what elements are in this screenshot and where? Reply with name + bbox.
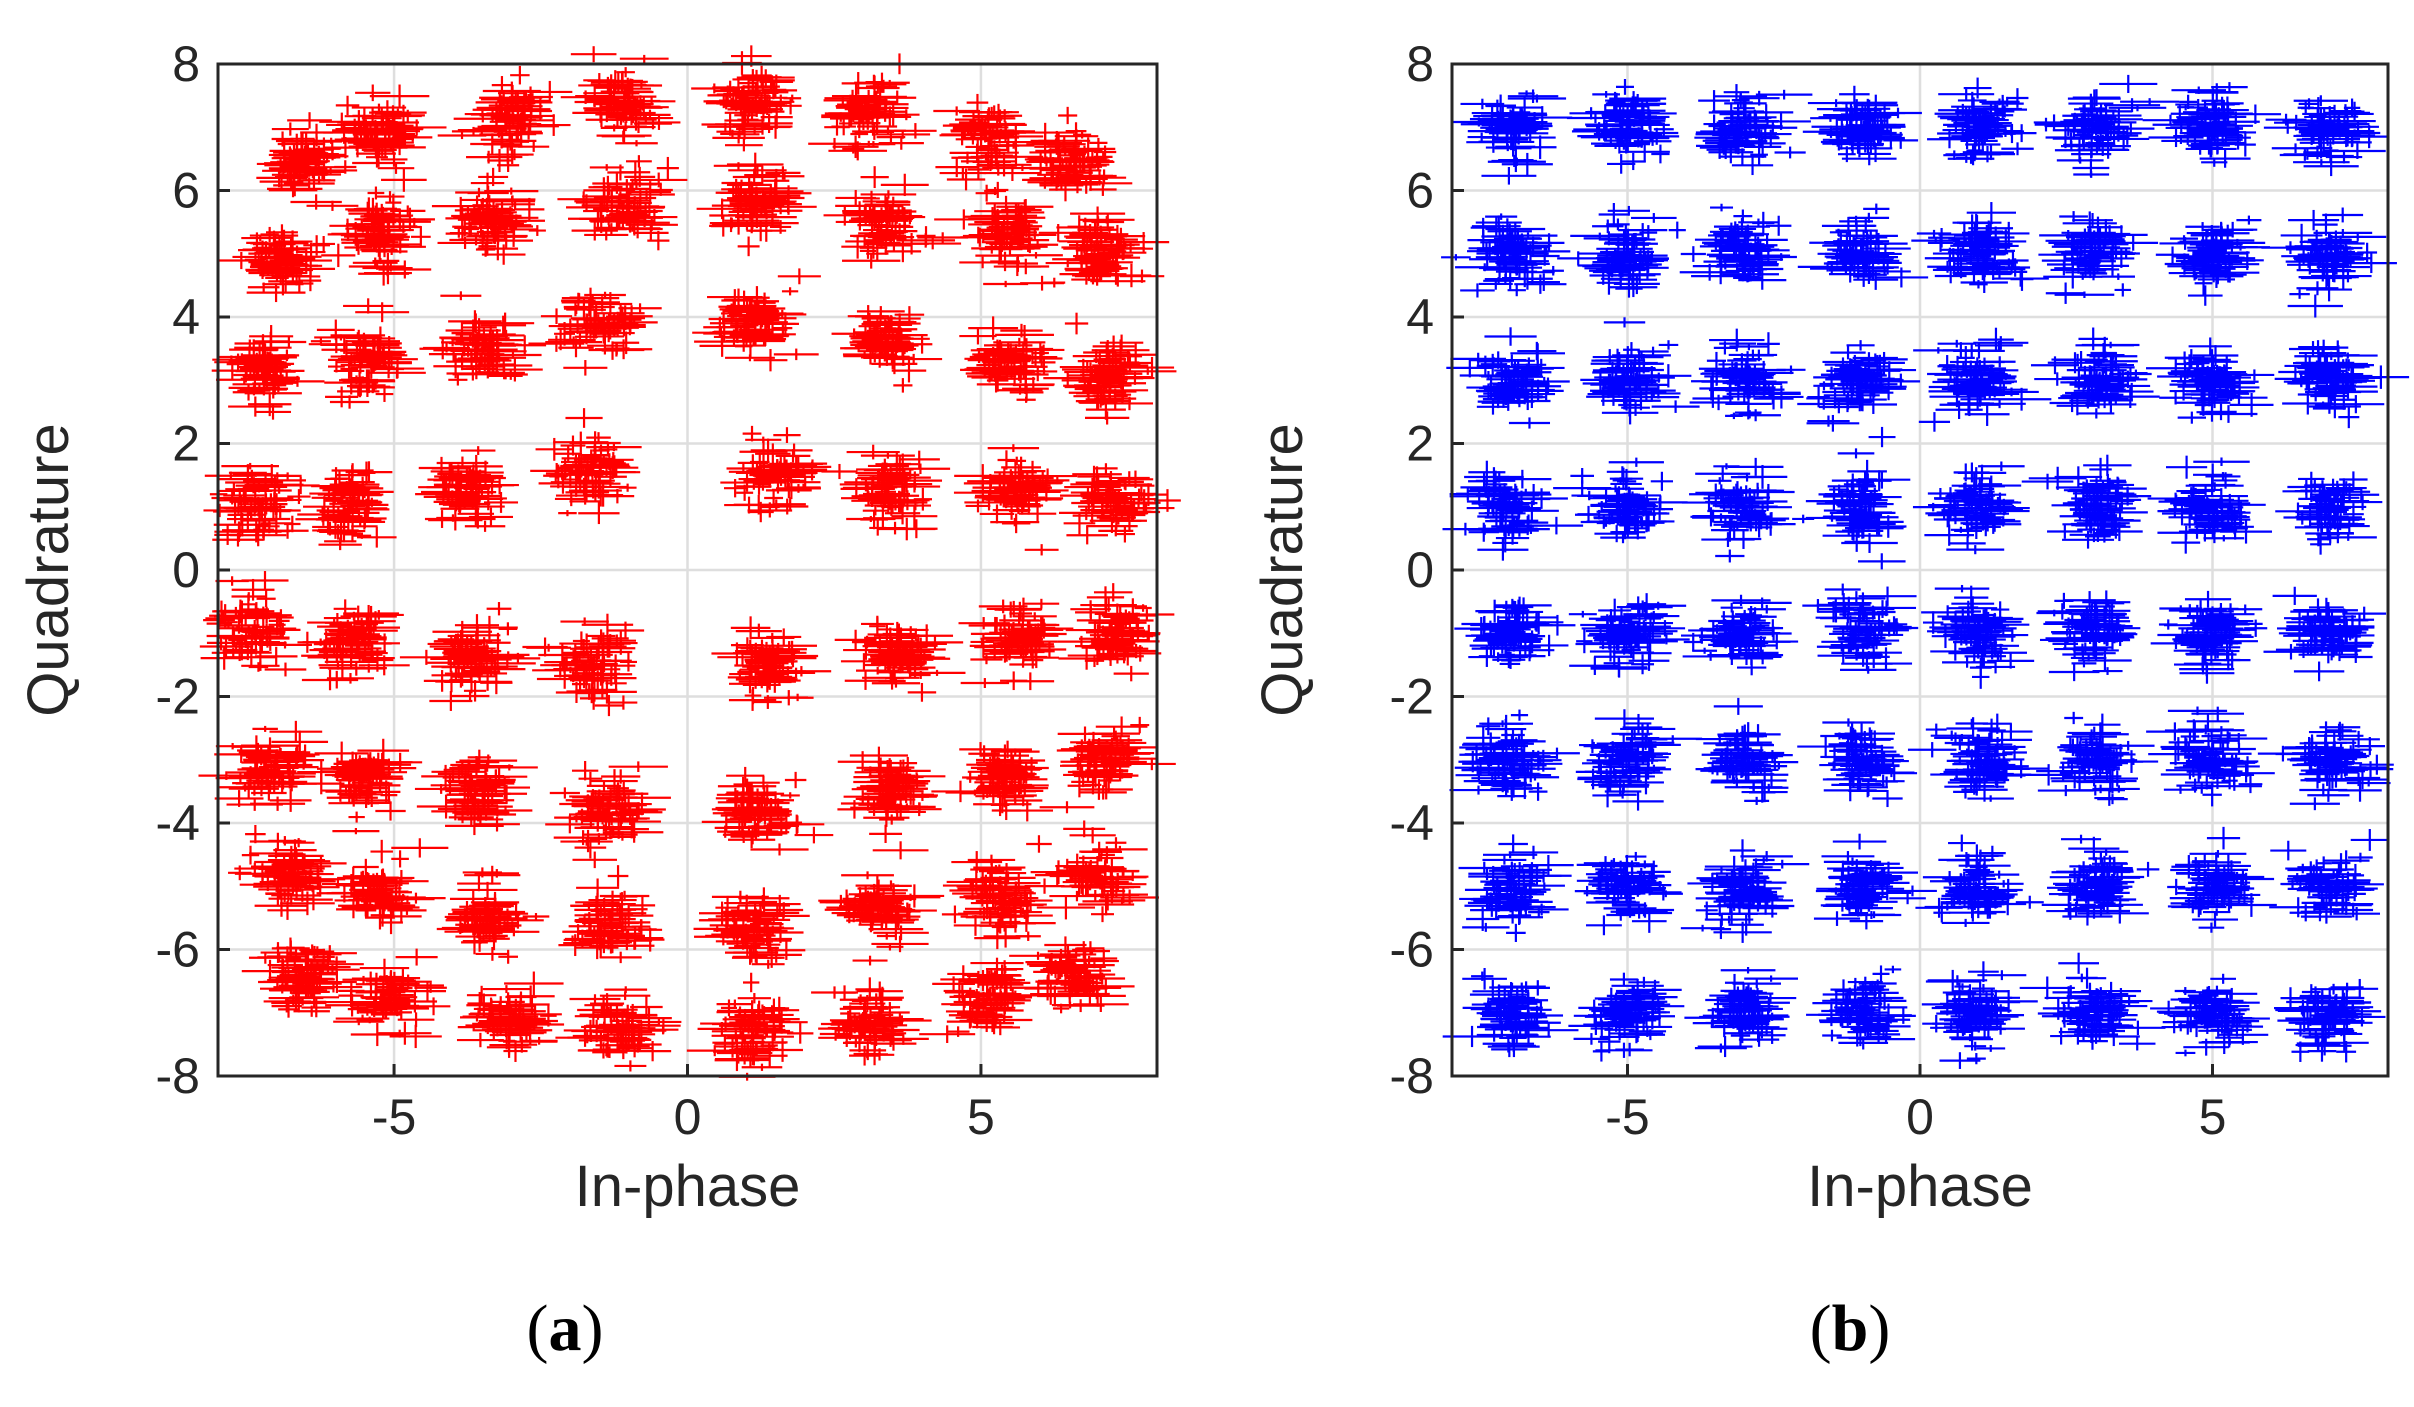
constellation-cluster [692, 268, 821, 372]
constellation-cluster [256, 112, 365, 211]
constellation-cluster [934, 184, 1065, 291]
constellation-cluster [720, 425, 832, 523]
constellation-cluster [199, 571, 318, 677]
constellation-cluster [321, 186, 435, 286]
constellation-cluster [419, 291, 547, 386]
constellation-cluster [399, 602, 541, 711]
constellation-cluster [808, 53, 937, 161]
constellation-cluster [319, 84, 447, 192]
constellation-cluster [959, 316, 1065, 403]
constellation-cluster [1015, 106, 1133, 202]
constellation-cluster [1043, 312, 1177, 425]
data-markers [198, 45, 1181, 1081]
constellation-cluster [415, 446, 519, 532]
constellation-cluster [831, 305, 943, 393]
constellation-cluster [530, 408, 642, 525]
constellation-cluster [823, 166, 969, 269]
constellation-cluster [217, 224, 336, 303]
constellation-cluster [691, 45, 802, 152]
constellation-cluster [203, 462, 320, 547]
constellation-cluster [301, 599, 410, 691]
constellation-cluster [437, 65, 573, 173]
constellation-cluster [308, 298, 426, 409]
constellation-cluster [696, 152, 817, 257]
constellation-cluster [933, 93, 1073, 198]
constellation-cluster [557, 155, 688, 251]
constellation-cluster [821, 444, 951, 541]
constellation-cluster [295, 461, 397, 551]
constellation-cluster [1058, 463, 1181, 545]
constellation-cluster [560, 46, 681, 147]
constellation-cluster [431, 167, 546, 265]
constellation-cluster [522, 613, 645, 717]
constellation-cluster [953, 444, 1078, 556]
constellation-cluster [528, 287, 662, 376]
